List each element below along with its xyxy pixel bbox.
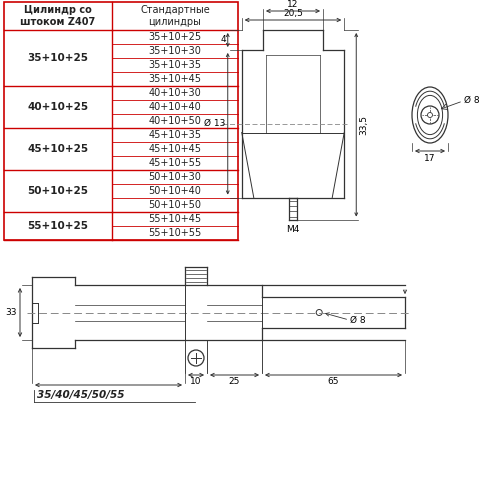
Text: 45+10+55: 45+10+55 <box>148 158 202 168</box>
Text: 55+10+55: 55+10+55 <box>148 228 202 238</box>
Text: 12: 12 <box>288 0 299 9</box>
Text: 45+10+45: 45+10+45 <box>148 144 202 154</box>
Text: 40+10+40: 40+10+40 <box>149 102 202 112</box>
Text: 33,5: 33,5 <box>359 115 368 135</box>
Text: Стандартные
цилиндры: Стандартные цилиндры <box>140 5 210 27</box>
Text: 40+10+30: 40+10+30 <box>149 88 202 98</box>
Text: 50+10+40: 50+10+40 <box>149 186 202 196</box>
Text: 33: 33 <box>5 308 17 317</box>
Text: M4: M4 <box>286 225 300 233</box>
Text: Цилиндр со
штоком Z407: Цилиндр со штоком Z407 <box>20 5 96 27</box>
Text: 17: 17 <box>424 154 436 163</box>
Text: 65: 65 <box>328 377 339 386</box>
Text: 55+10+45: 55+10+45 <box>148 214 202 224</box>
Text: 35+10+25: 35+10+25 <box>148 32 202 42</box>
Text: Ø 8: Ø 8 <box>464 96 480 105</box>
Text: 35+10+35: 35+10+35 <box>148 60 202 70</box>
Text: 25: 25 <box>229 377 240 386</box>
Text: 35/40/45/50/55: 35/40/45/50/55 <box>37 390 124 400</box>
Text: 55+10+25: 55+10+25 <box>27 221 88 231</box>
Bar <box>4 2 238 240</box>
Text: 40+10+25: 40+10+25 <box>27 102 89 112</box>
Text: 10: 10 <box>190 377 202 386</box>
Text: 35+10+30: 35+10+30 <box>149 46 202 56</box>
Text: Ø 8: Ø 8 <box>350 315 366 324</box>
Text: 4: 4 <box>220 36 226 45</box>
Text: 20,5: 20,5 <box>283 9 303 18</box>
Text: 35+10+45: 35+10+45 <box>148 74 202 84</box>
Text: 50+10+30: 50+10+30 <box>149 172 202 182</box>
Text: 50+10+25: 50+10+25 <box>27 186 88 196</box>
Text: 35+10+25: 35+10+25 <box>27 53 88 63</box>
Text: 40+10+50: 40+10+50 <box>149 116 202 126</box>
Text: 45+10+35: 45+10+35 <box>148 130 202 140</box>
Text: 50+10+50: 50+10+50 <box>148 200 202 210</box>
Text: 45+10+25: 45+10+25 <box>27 144 89 154</box>
Text: Ø 13: Ø 13 <box>204 119 226 128</box>
